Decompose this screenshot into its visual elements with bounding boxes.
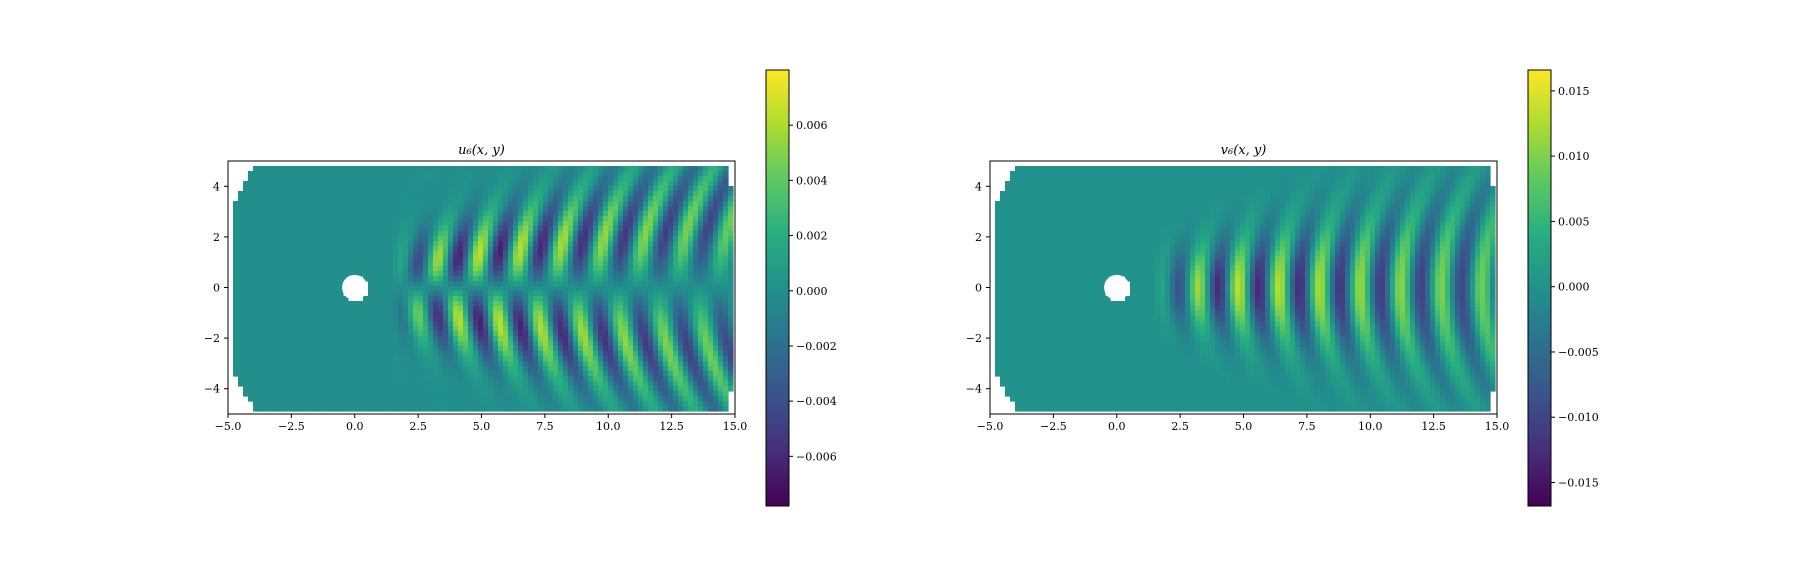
x-tick-label: −2.5 [278,420,305,433]
obstacle-circle [342,274,368,301]
colorbar [1527,69,1552,507]
y-tick-label: −4 [204,383,220,396]
colorbar-tick-label: −0.002 [796,340,837,353]
y-tick-label: 0 [975,282,982,295]
colorbar-tick-label: −0.005 [1558,346,1599,359]
colorbar-tick-label: −0.015 [1558,477,1599,490]
x-tick-label: 2.5 [409,420,427,433]
x-tick-label: −5.0 [977,420,1004,433]
x-tick-label: 10.0 [596,420,621,433]
x-tick-label: 15.0 [723,420,748,433]
x-tick-label: 5.0 [1235,420,1253,433]
x-tick-label: 7.5 [536,420,554,433]
y-tick-label: 0 [213,282,220,295]
chart-title: v₆(x, y) [1221,143,1267,158]
colorbar-tick-label: 0.004 [796,174,828,187]
y-tick-label: −2 [204,332,220,345]
colorbar-tick-label: 0.000 [796,285,828,298]
x-tick-label: −2.5 [1040,420,1067,433]
colorbar-tick-label: 0.010 [1558,150,1590,163]
x-tick-label: 12.5 [659,420,684,433]
colorbar-tick-label: −0.004 [796,395,837,408]
colorbar-tick-label: 0.002 [796,230,828,243]
y-tick-label: −2 [966,332,982,345]
panel-1: u₆(x, y) −5.0 −2.5 0.0 2.5 5.0 7.5 10.0 12.5 15.0… [204,69,837,507]
obstacle-circle [1104,274,1130,301]
x-tick-label: 0.0 [1108,420,1126,433]
colorbar-tick-label: −0.010 [1558,411,1599,424]
x-tick-label: 2.5 [1171,420,1189,433]
x-tick-label: 15.0 [1485,420,1510,433]
y-tick-label: −4 [966,383,982,396]
y-tick-label: 2 [213,231,220,244]
heatmap-cells [995,166,1496,412]
chart-title: u₆(x, y) [458,143,505,158]
colorbar-tick-label: −0.006 [796,450,837,463]
colorbar-tick-label: 0.000 [1558,281,1590,294]
x-tick-label: 7.5 [1298,420,1316,433]
y-tick-label: 2 [975,231,982,244]
colorbar [765,69,790,507]
panel-2: v₆(x, y) −5.0 −2.5 0.0 2.5 5.0 7.5 10.0 12.5 15.0… [966,69,1599,507]
colorbar-tick-label: 0.006 [796,119,828,132]
y-tick-label: 4 [975,180,982,193]
x-tick-label: 0.0 [346,420,364,433]
colorbar-tick-label: 0.005 [1558,215,1590,228]
y-tick-label: 4 [213,180,220,193]
x-tick-label: 12.5 [1421,420,1446,433]
heatmap-cells [233,166,734,412]
x-tick-label: 10.0 [1358,420,1383,433]
x-tick-label: −5.0 [215,420,242,433]
colorbar-tick-label: 0.015 [1558,85,1590,98]
x-tick-label: 5.0 [473,420,491,433]
